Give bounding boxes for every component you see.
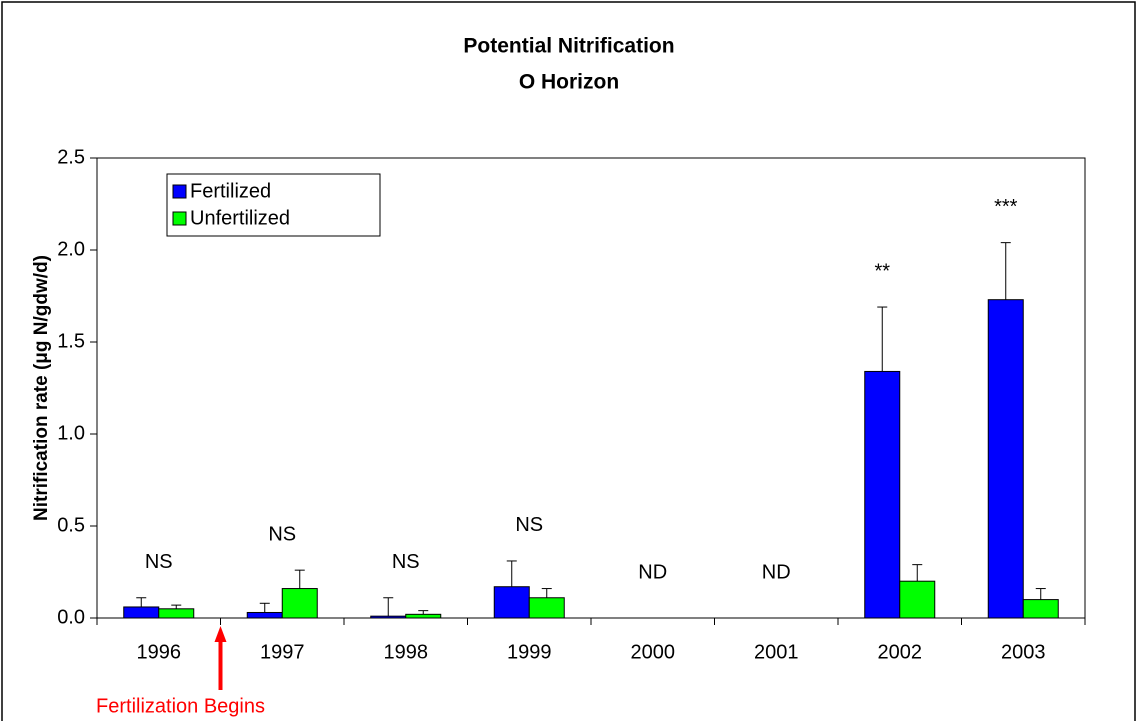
- bar: [899, 580, 936, 619]
- error-bar: [912, 564, 923, 582]
- error-bar: [136, 597, 147, 607]
- legend-box: [166, 173, 381, 237]
- significance-label: NS: [392, 551, 420, 573]
- x-tick-label: 2003: [1001, 641, 1046, 663]
- x-tick-label: 2001: [754, 641, 799, 663]
- y-tick-label: 2.5: [57, 146, 85, 168]
- x-tick-label: 1999: [507, 641, 552, 663]
- chart-title: Potential Nitrification: [463, 35, 674, 58]
- bar: [158, 608, 195, 619]
- bar: [246, 611, 283, 619]
- legend-label: Unfertilized: [190, 207, 290, 229]
- error-bar: [506, 560, 517, 587]
- annotation-arrowhead: [214, 626, 227, 642]
- error-bar: [259, 602, 270, 613]
- legend-swatch: [172, 211, 187, 226]
- significance-label: NS: [515, 514, 543, 536]
- significance-label: NS: [268, 523, 296, 545]
- error-bar: [541, 588, 552, 598]
- legend-label: Fertilized: [190, 180, 271, 202]
- x-tick-label: 2002: [878, 641, 923, 663]
- significance-label: ND: [638, 561, 667, 583]
- legend-swatch: [172, 184, 187, 199]
- bar: [493, 586, 530, 619]
- x-tick-label: 1997: [260, 641, 305, 663]
- error-bar: [1035, 588, 1046, 600]
- error-bar: [383, 597, 394, 617]
- bar: [864, 370, 901, 619]
- bar: [123, 606, 160, 619]
- significance-label: **: [874, 260, 890, 282]
- bar: [987, 299, 1024, 619]
- error-bar: [1000, 242, 1011, 300]
- bar: [405, 613, 442, 619]
- chart-subtitle: O Horizon: [519, 71, 619, 94]
- bar: [1022, 599, 1059, 619]
- y-tick-label: 2.0: [57, 238, 85, 260]
- x-tick-label: 1998: [384, 641, 429, 663]
- bar: [528, 597, 565, 619]
- error-bar: [294, 569, 305, 589]
- error-bar: [171, 604, 182, 609]
- error-bar: [418, 610, 429, 615]
- y-tick-label: 0.0: [57, 606, 85, 628]
- significance-label: NS: [145, 551, 173, 573]
- x-tick-label: 1996: [137, 641, 182, 663]
- y-axis-label: Nitrification rate (μg N/gdw/d): [31, 255, 52, 521]
- y-tick-label: 0.5: [57, 514, 85, 536]
- significance-label: ***: [994, 196, 1018, 218]
- bar: [370, 615, 407, 619]
- significance-label: ND: [762, 561, 791, 583]
- error-bar: [877, 306, 888, 372]
- bar: [281, 588, 318, 619]
- y-tick-label: 1.5: [57, 330, 85, 352]
- annotation: Fertilization Begins: [96, 695, 265, 717]
- y-tick-label: 1.0: [57, 422, 85, 444]
- x-tick-label: 2000: [631, 641, 676, 663]
